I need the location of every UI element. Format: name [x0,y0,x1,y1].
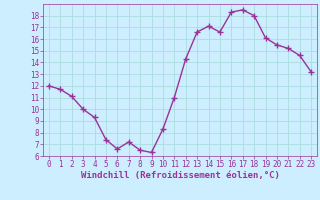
X-axis label: Windchill (Refroidissement éolien,°C): Windchill (Refroidissement éolien,°C) [81,171,279,180]
